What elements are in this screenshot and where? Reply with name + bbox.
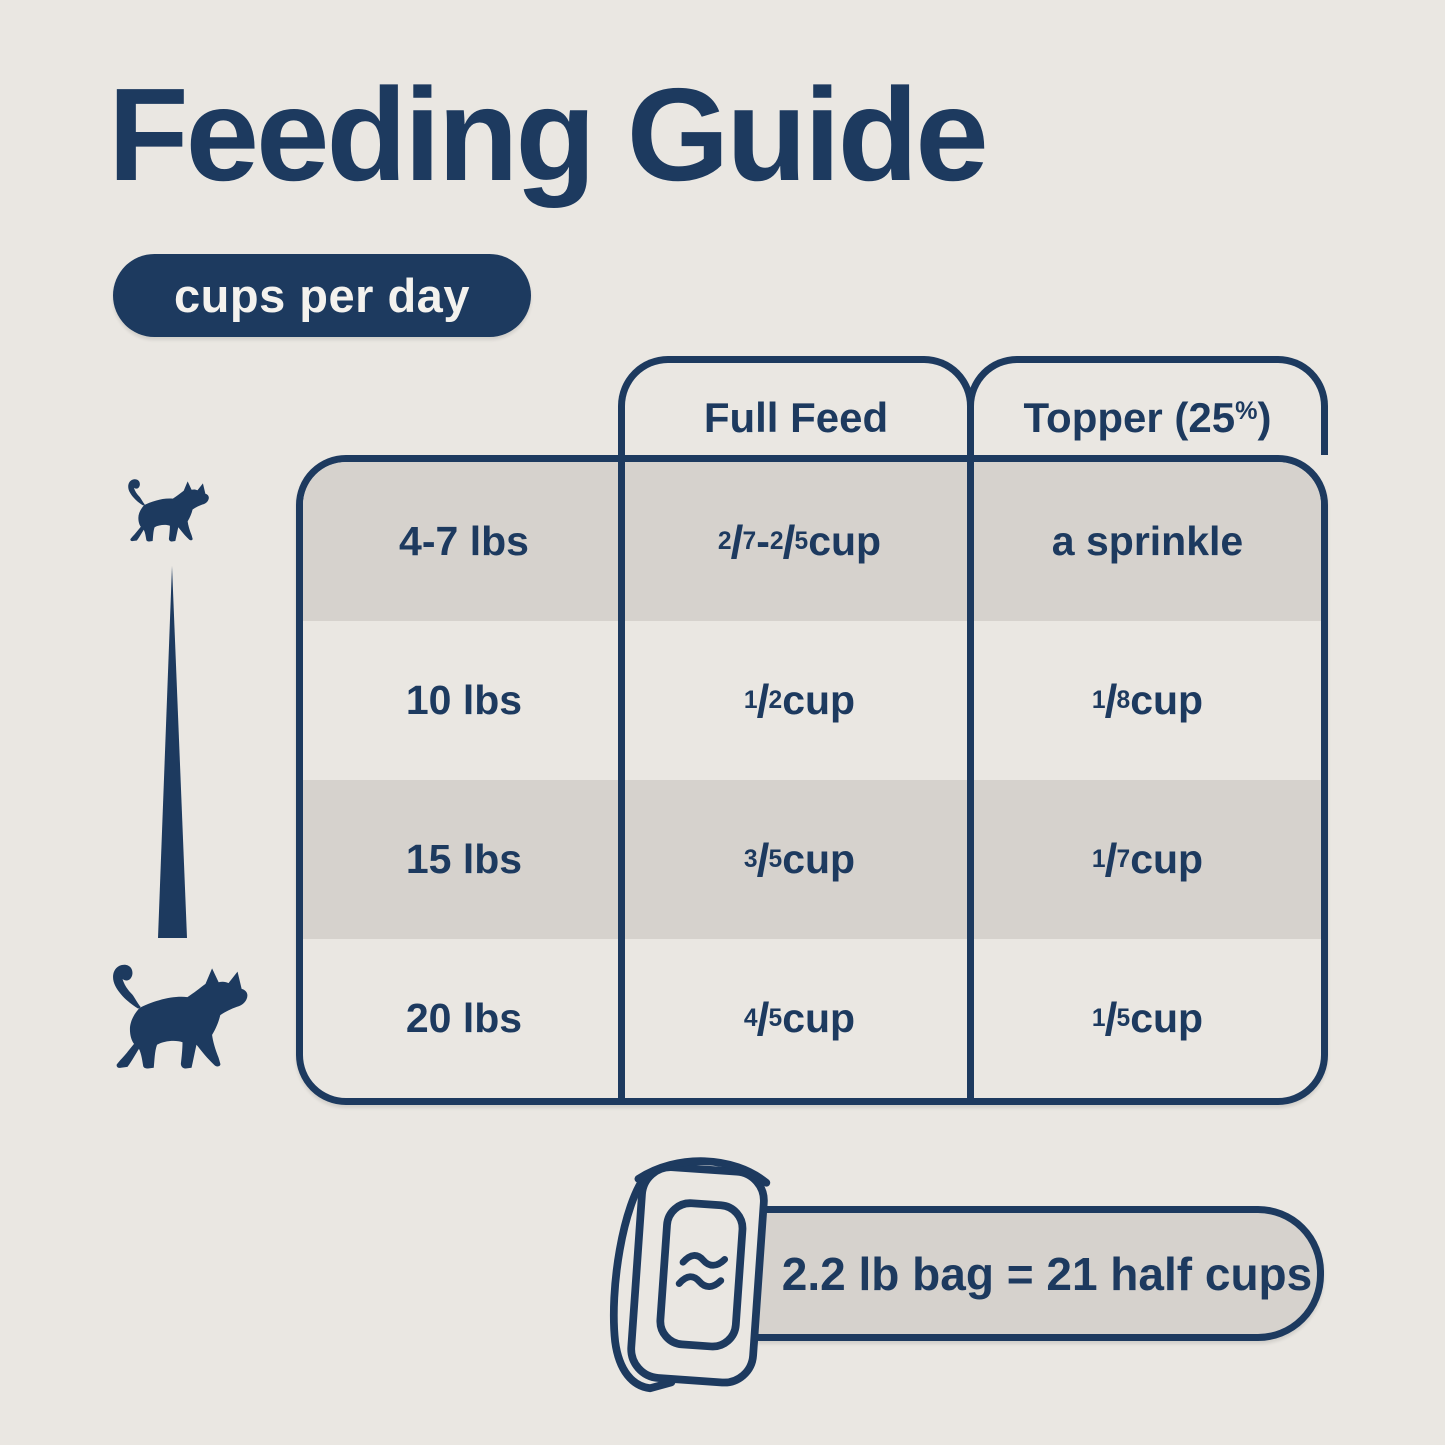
large-cat-icon bbox=[86, 956, 256, 1071]
table-row: 10 lbs 1/2 cup 1/8 cup bbox=[303, 621, 1321, 780]
size-scale-wedge bbox=[150, 566, 194, 938]
table-row: 4-7 lbs 2/7 - 2/5 cup a sprinkle bbox=[303, 462, 1321, 621]
weight-cell: 20 lbs bbox=[405, 995, 523, 1041]
weight-cell: 15 lbs bbox=[405, 836, 523, 882]
table-row: 20 lbs 4/5 cup 1/5 cup bbox=[303, 939, 1321, 1098]
cups-per-day-badge: cups per day bbox=[113, 254, 531, 337]
topper-cell: a sprinkle bbox=[1051, 518, 1244, 564]
feeding-table: 4-7 lbs 2/7 - 2/5 cup a sprinkle 10 lbs … bbox=[296, 455, 1328, 1105]
page-title: Feeding Guide bbox=[108, 61, 989, 208]
table-divider bbox=[618, 462, 625, 1098]
full-feed-cell: 1/2 cup bbox=[743, 674, 856, 727]
topper-label: Topper (25%) bbox=[1023, 394, 1272, 441]
column-header-full-feed: Full Feed bbox=[618, 356, 974, 455]
food-bag-icon bbox=[609, 1157, 771, 1393]
full-feed-cell: 4/5 cup bbox=[743, 992, 856, 1045]
weight-cell: 10 lbs bbox=[405, 677, 523, 723]
topper-cell: 1/7 cup bbox=[1091, 833, 1204, 886]
bag-yield-banner: 2.2 lb bag = 21 half cups bbox=[694, 1206, 1324, 1341]
topper-cell: 1/5 cup bbox=[1091, 992, 1204, 1045]
full-feed-cell: 3/5 cup bbox=[743, 833, 856, 886]
topper-cell: 1/8 cup bbox=[1091, 674, 1204, 727]
bag-yield-note: 2.2 lb bag = 21 half cups bbox=[781, 1247, 1313, 1300]
small-cat-icon bbox=[112, 474, 214, 543]
full-feed-label: Full Feed bbox=[703, 394, 889, 441]
table-divider bbox=[967, 462, 974, 1098]
table-row: 15 lbs 3/5 cup 1/7 cup bbox=[303, 780, 1321, 939]
column-header-topper: Topper (25%) bbox=[967, 356, 1328, 455]
weight-cell: 4-7 lbs bbox=[399, 518, 529, 564]
full-feed-cell: 2/7 - 2/5 cup bbox=[717, 515, 882, 568]
badge-label: cups per day bbox=[174, 269, 470, 322]
